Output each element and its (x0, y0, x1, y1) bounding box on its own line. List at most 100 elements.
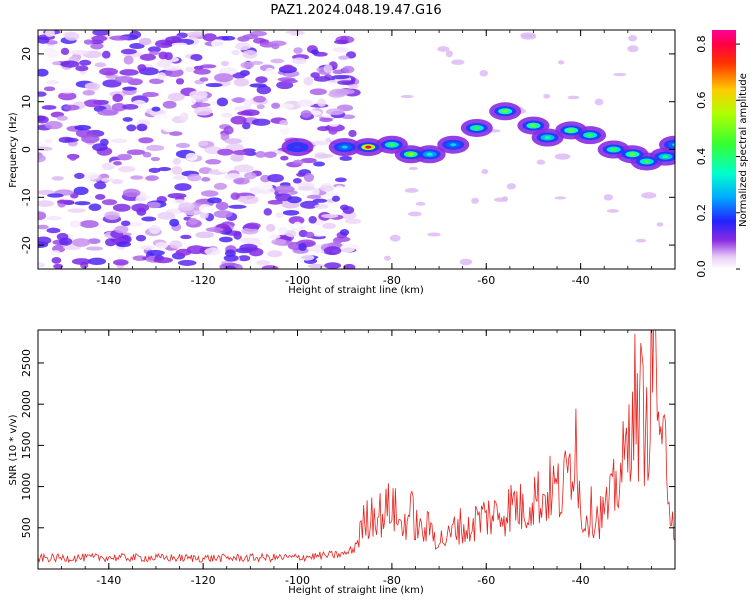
noise-blob (220, 132, 230, 141)
snr-series-line (38, 330, 675, 564)
noise-blob (56, 115, 68, 121)
noise-blob (177, 124, 191, 133)
noise-blob (44, 138, 53, 144)
noise-blob (207, 197, 222, 204)
noise-blob (255, 76, 268, 84)
noise-blob (193, 68, 211, 75)
noise-blob (328, 127, 338, 135)
noise-blob (82, 90, 95, 96)
noise-blob (62, 104, 80, 111)
noise-blob (87, 257, 107, 266)
noise-blob (216, 97, 229, 107)
noise-blob (251, 118, 271, 126)
top-ytick-label: -20 (20, 236, 33, 254)
noise-blob (190, 53, 203, 61)
noise-blob (263, 151, 277, 158)
faint-blob (415, 201, 426, 206)
noise-blob (139, 245, 155, 250)
noise-blob (217, 148, 234, 156)
noise-blob (198, 140, 209, 147)
noise-blob (244, 222, 261, 230)
noise-blob (104, 211, 120, 220)
noise-blob (193, 106, 213, 116)
noise-blob (67, 208, 86, 213)
top-xtick-label: -140 (96, 274, 121, 287)
noise-blob (53, 263, 64, 269)
noise-blob (242, 34, 259, 40)
noise-blob (135, 234, 147, 242)
signal-peak (365, 145, 372, 149)
noise-blob (297, 100, 315, 107)
noise-blob (68, 153, 78, 161)
faint-blob (557, 60, 565, 65)
noise-blob (323, 64, 333, 73)
colorbar-gradient (712, 30, 736, 269)
noise-blob (114, 225, 129, 234)
colorbar-label: Normalized spectral amplitude (738, 73, 749, 227)
noise-blob (148, 167, 161, 173)
noise-blob (297, 186, 316, 191)
noise-blob (231, 49, 240, 56)
signal-peak (629, 152, 636, 156)
noise-blob (130, 175, 144, 180)
noise-blob (308, 216, 317, 224)
noise-blob (138, 137, 154, 144)
noise-blob (69, 220, 81, 228)
noise-blob (101, 199, 118, 206)
noise-blob (85, 246, 104, 251)
noise-blob (58, 88, 76, 94)
noise-blob (148, 51, 160, 56)
colorbar-tick-label: 0.6 (695, 92, 708, 110)
noise-blob (157, 211, 176, 220)
noise-blob (298, 243, 307, 251)
noise-blob (44, 120, 63, 130)
noise-blob (51, 61, 61, 66)
noise-blob (138, 37, 152, 46)
noise-blob (213, 182, 228, 190)
noise-blob (58, 91, 77, 101)
noise-blob (339, 155, 353, 161)
noise-blob (175, 142, 191, 149)
top-ytick-label: 20 (20, 47, 33, 61)
noise-blob (291, 57, 307, 65)
noise-blob (319, 117, 333, 123)
noise-blob (71, 258, 92, 265)
bottom-xtick-label: -100 (285, 574, 310, 587)
noise-blob (119, 69, 139, 76)
noise-blob (240, 195, 259, 205)
noise-blob (231, 97, 247, 103)
noise-blob (299, 254, 315, 261)
noise-blob (334, 185, 345, 193)
noise-blob (168, 92, 185, 102)
noise-blob (155, 241, 168, 249)
noise-blob (314, 153, 334, 158)
noise-blob (293, 47, 303, 54)
noise-blob (214, 73, 234, 83)
noise-blob (199, 262, 212, 269)
noise-blob (230, 115, 247, 125)
noise-blob (38, 115, 49, 124)
noise-blob (233, 177, 250, 185)
noise-blob (293, 221, 302, 230)
bottom-x-ticks: -140 -120 -100 -80 -60 -40 (37, 330, 676, 587)
signal-peak (544, 136, 551, 140)
snr-background (38, 330, 675, 569)
noise-blob (280, 103, 295, 109)
noise-blob (120, 48, 137, 55)
noise-blob (319, 185, 334, 192)
noise-blob (323, 246, 342, 256)
noise-blob (182, 59, 197, 66)
noise-blob (122, 104, 139, 110)
noise-blob (204, 247, 221, 256)
noise-blob (101, 177, 114, 182)
noise-blob (38, 146, 53, 151)
noise-blob (202, 33, 217, 42)
noise-blob (279, 32, 292, 38)
noise-blob (348, 84, 359, 89)
noise-blob (113, 161, 122, 166)
noise-blob (41, 105, 57, 110)
noise-blob (111, 138, 128, 144)
noise-blob (244, 172, 257, 180)
noise-blob (270, 58, 285, 64)
